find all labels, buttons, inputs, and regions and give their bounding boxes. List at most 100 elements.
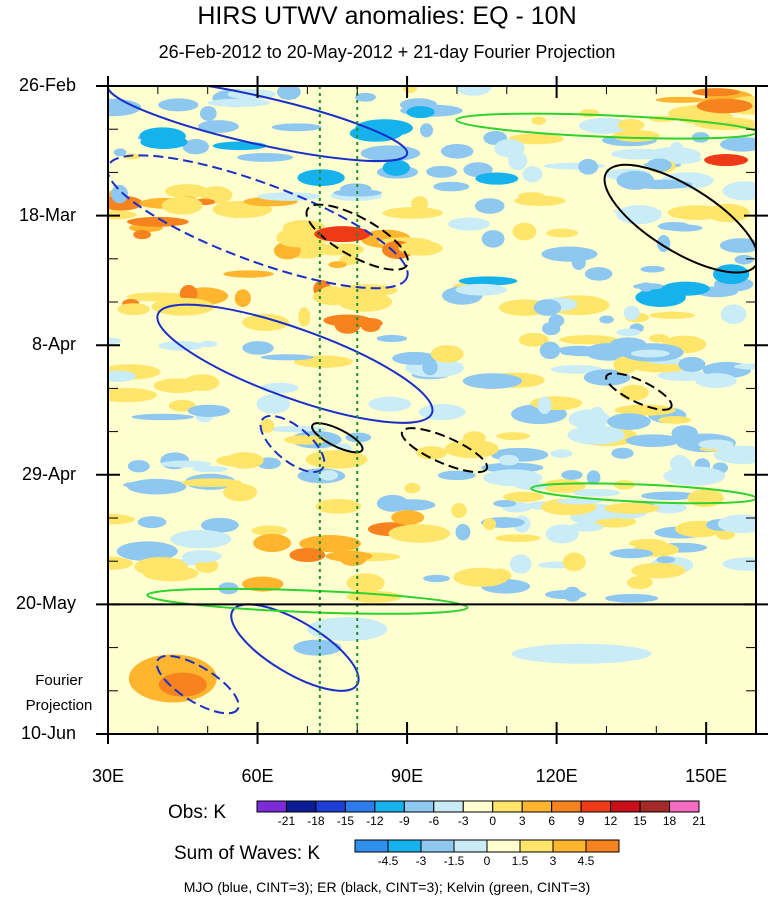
obs-anomaly-cell xyxy=(561,469,583,480)
obs-anomaly-cell xyxy=(354,92,376,102)
obs-anomaly-cell xyxy=(458,276,518,286)
obs-anomaly-cell xyxy=(463,162,493,178)
obs-anomaly-cell xyxy=(698,439,734,450)
obs-anomaly-cell xyxy=(181,478,242,488)
obs-anomaly-cell xyxy=(143,565,199,582)
obs-anomaly-cell xyxy=(437,470,476,481)
obs-anomaly-cell xyxy=(609,548,654,559)
obs-anomaly-cell xyxy=(207,98,271,107)
obs-anomaly-cell xyxy=(234,289,251,308)
obs-anomaly-cell xyxy=(734,363,756,370)
obs-anomaly-cell xyxy=(418,403,466,421)
obs-anomaly-cell xyxy=(368,396,412,412)
obs-anomaly-cell xyxy=(200,517,239,533)
obs-anomaly-cell xyxy=(579,109,600,118)
obs-anomaly-cell xyxy=(271,123,322,132)
mjo-positive-contour xyxy=(230,603,360,692)
obs-colorbar-swatch xyxy=(669,800,700,813)
obs-anomaly-cell xyxy=(584,267,613,281)
waves-colorbar-swatch xyxy=(486,839,521,853)
obs-anomaly-cell xyxy=(139,127,186,145)
obs-anomaly-cell xyxy=(572,488,621,497)
obs-anomaly-cell xyxy=(108,514,135,525)
obs-colorbar-swatch xyxy=(551,800,582,813)
obs-anomaly-cell xyxy=(720,304,747,325)
obs-anomaly-cell xyxy=(426,165,458,178)
obs-anomaly-cell xyxy=(717,514,756,534)
obs-anomaly-cell xyxy=(108,98,142,117)
obs-anomaly-cell xyxy=(440,144,474,159)
obs-anomaly-cell xyxy=(678,356,706,372)
obs-anomaly-cell xyxy=(515,481,549,491)
waves-colorbar-tick: 3 xyxy=(549,854,557,868)
obs-colorbar-swatch xyxy=(315,800,346,813)
obs-anomaly-cell xyxy=(734,254,754,265)
obs-colorbar-tick: -3 xyxy=(457,814,469,828)
obs-anomaly-cell xyxy=(108,556,133,571)
obs-colorbar-tick: 15 xyxy=(633,814,647,828)
obs-anomaly-cell xyxy=(131,413,194,421)
obs-anomaly-cell xyxy=(158,98,199,112)
obs-anomaly-cell xyxy=(126,216,189,227)
obs-anomaly-cell xyxy=(251,525,288,536)
obs-anomaly-cell xyxy=(483,518,497,531)
obs-anomaly-cell xyxy=(198,120,239,133)
er-negative-contour xyxy=(400,427,489,474)
obs-anomaly-cell xyxy=(455,523,471,541)
waves-colorbar-swatch xyxy=(387,839,422,853)
obs-anomaly-cell xyxy=(137,516,167,529)
waves-colorbar-swatch xyxy=(354,839,389,853)
waves-colorbar-swatch xyxy=(420,839,455,853)
obs-anomaly-cell xyxy=(696,98,753,114)
obs-anomaly-cell xyxy=(422,359,438,376)
waves-colorbar-label: Sum of Waves: K xyxy=(174,843,321,864)
obs-anomaly-cell xyxy=(691,132,710,143)
obs-colorbar-swatch xyxy=(521,800,553,813)
obs-anomaly-cell xyxy=(656,556,676,564)
forecast-cool-area xyxy=(307,617,388,642)
obs-anomaly-cell xyxy=(590,406,604,418)
obs-anomaly-cell xyxy=(666,224,703,232)
obs-anomaly-cell xyxy=(713,264,750,285)
mjo-negative-contour xyxy=(155,654,240,715)
obs-anomaly-cell xyxy=(639,282,654,292)
obs-anomaly-cell xyxy=(663,466,726,486)
obs-anomaly-cell xyxy=(649,311,695,319)
obs-colorbar-swatch xyxy=(639,800,671,813)
wave-legend-note: MJO (blue, CINT=3); ER (black, CINT=3); … xyxy=(183,879,591,895)
obs-colorbar-tick: 18 xyxy=(662,814,677,828)
obs-anomaly-cell xyxy=(382,159,410,176)
obs-anomaly-core xyxy=(323,314,372,327)
obs-anomaly-cell xyxy=(503,491,544,503)
obs-anomaly-cell xyxy=(550,449,573,458)
obs-colorbar-tick: -18 xyxy=(307,814,325,828)
waves-colorbar-tick: -3 xyxy=(415,854,427,868)
obs-colorbar-tick: -12 xyxy=(366,814,384,828)
obs-anomaly-cell xyxy=(241,576,284,592)
waves-colorbar-tick: 4.5 xyxy=(577,854,595,868)
obs-colorbar-tick: -6 xyxy=(428,814,440,828)
obs-anomaly-cell xyxy=(212,141,267,151)
obs-anomaly-cell xyxy=(509,554,532,574)
obs-anomaly-cell xyxy=(571,254,586,271)
obs-anomaly-cell xyxy=(315,498,362,514)
obs-anomaly-cell xyxy=(328,261,347,269)
obs-anomaly-cell xyxy=(260,354,314,361)
er-negative-contour xyxy=(605,372,673,411)
obs-anomaly-cell xyxy=(319,470,339,481)
waves-colorbar-tick: -1.5 xyxy=(443,854,465,868)
obs-anomaly-cell xyxy=(661,281,710,296)
obs-anomaly-cell xyxy=(337,284,398,297)
obs-colorbar-tick: -21 xyxy=(277,814,296,828)
obs-anomaly-cell xyxy=(108,370,137,382)
obs-anomaly-cell xyxy=(475,172,519,185)
obs-colorbar-swatch xyxy=(344,800,376,813)
fourier-label-line1: Fourier xyxy=(35,672,83,689)
obs-anomaly-cell xyxy=(578,117,631,134)
obs-anomaly-cell xyxy=(481,230,505,248)
obs-anomaly-cell xyxy=(388,524,451,543)
obs-anomaly-cell xyxy=(648,334,669,343)
obs-anomaly-cell xyxy=(223,270,274,278)
obs-anomaly-cell xyxy=(430,345,464,363)
obs-anomaly-core xyxy=(314,226,371,243)
